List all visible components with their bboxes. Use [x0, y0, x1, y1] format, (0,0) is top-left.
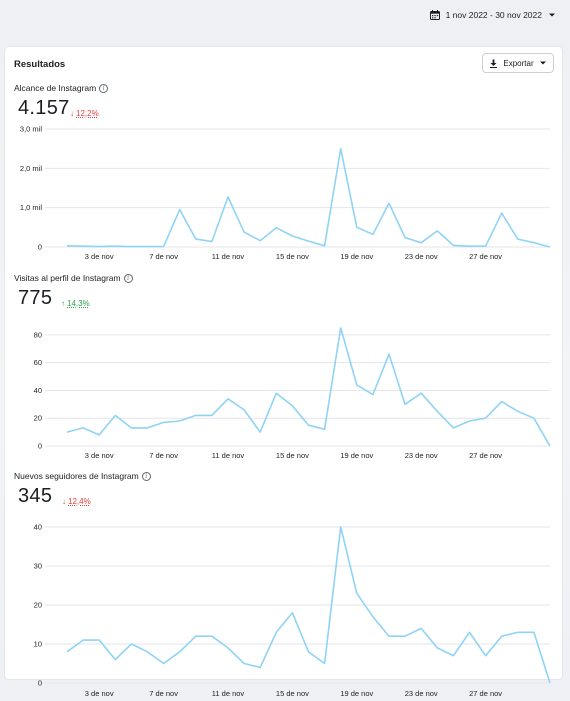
x-tick-label: 11 de nov — [212, 689, 245, 698]
x-tick-label: 3 de nov — [85, 252, 114, 261]
x-tick-label: 15 de nov — [276, 252, 309, 261]
x-tick-label: 19 de nov — [340, 689, 373, 698]
download-icon — [490, 59, 498, 68]
series-line — [66, 526, 551, 684]
change-indicator: ↓ 12,4% — [62, 497, 91, 506]
info-icon[interactable]: i — [123, 273, 133, 283]
x-tick-label: 27 de nov — [469, 252, 502, 261]
arrow-down-icon: ↓ — [62, 497, 66, 506]
profile-visits-line-chart: 0 20 40 60 80 3 de nov 7 de nov 11 de nov 15 de … — [34, 327, 551, 460]
y-tick-label: 80 — [34, 330, 42, 339]
x-tick-label: 15 de nov — [276, 689, 309, 698]
x-tick-label: 23 de nov — [405, 451, 438, 460]
y-tick-label: 30 — [34, 562, 42, 571]
info-icon[interactable]: i — [99, 83, 109, 93]
y-tick-label: 0 — [38, 679, 42, 688]
card-title: Resultados — [14, 59, 66, 70]
export-label: Exportar — [503, 58, 534, 68]
x-tick-label: 19 de nov — [340, 252, 373, 261]
caret-down-icon — [539, 61, 546, 65]
y-tick-label: 20 — [34, 414, 42, 423]
calendar-icon — [429, 10, 440, 20]
metric-value: 775 — [18, 287, 53, 309]
x-tick-label: 15 de nov — [276, 451, 309, 460]
info-icon[interactable]: i — [141, 471, 151, 481]
y-tick-label: 60 — [34, 358, 42, 367]
reach-line-chart: 0 1,0 mil 2,0 mil 3,0 mil 3 de nov 7 de nov 11… — [20, 125, 551, 261]
y-tick-label: 10 — [34, 640, 42, 649]
y-tick-label: 2,0 mil — [20, 164, 42, 173]
caret-down-icon — [549, 13, 555, 17]
change-indicator: ↓ 12,2% — [70, 109, 99, 118]
change-percent: 14,3% — [67, 299, 90, 308]
date-range-picker[interactable]: 1 nov 2022 - 30 nov 2022 — [429, 10, 556, 20]
x-tick-label: 7 de nov — [149, 451, 178, 460]
metric-value: 4.157 — [18, 97, 70, 119]
x-tick-label: 3 de nov — [85, 689, 114, 698]
x-tick-label: 11 de nov — [212, 451, 245, 460]
x-tick-label: 23 de nov — [405, 689, 438, 698]
change-percent: 12,4% — [68, 497, 91, 506]
y-tick-label: 20 — [34, 601, 42, 610]
x-tick-label: 27 de nov — [469, 451, 502, 460]
date-range-label: 1 nov 2022 - 30 nov 2022 — [445, 10, 542, 20]
x-tick-label: 19 de nov — [340, 451, 373, 460]
results-card: Resultados Exportar Alcance de Instagram… — [5, 47, 562, 698]
y-tick-label: 3,0 mil — [20, 125, 42, 134]
y-tick-label: 0 — [38, 243, 42, 252]
series-line — [66, 147, 551, 248]
x-tick-label: 7 de nov — [149, 689, 178, 698]
new-followers-line-chart: 0 10 20 30 40 3 de nov 7 de nov 11 de nov 15 de … — [34, 523, 551, 698]
x-tick-label: 3 de nov — [85, 451, 114, 460]
chart-title: Nuevos seguidores de Instagram — [14, 471, 139, 481]
arrow-down-icon: ↓ — [70, 109, 74, 118]
chart-title: Alcance de Instagram — [14, 83, 97, 93]
change-indicator: ↑ 14,3% — [61, 299, 90, 308]
series-line — [66, 327, 551, 447]
x-tick-label: 7 de nov — [149, 252, 178, 261]
x-tick-label: 27 de nov — [469, 689, 502, 698]
x-tick-label: 11 de nov — [212, 252, 245, 261]
y-tick-label: 1,0 mil — [20, 203, 42, 212]
chart-title: Visitas al perfil de Instagram — [14, 273, 121, 283]
y-tick-label: 40 — [34, 523, 42, 532]
metric-value: 345 — [18, 485, 53, 507]
y-tick-label: 40 — [34, 386, 42, 395]
y-tick-label: 0 — [38, 442, 42, 451]
change-percent: 12,2% — [76, 109, 99, 118]
export-button[interactable]: Exportar — [482, 53, 554, 73]
x-tick-label: 23 de nov — [405, 252, 438, 261]
arrow-up-icon: ↑ — [61, 299, 65, 308]
